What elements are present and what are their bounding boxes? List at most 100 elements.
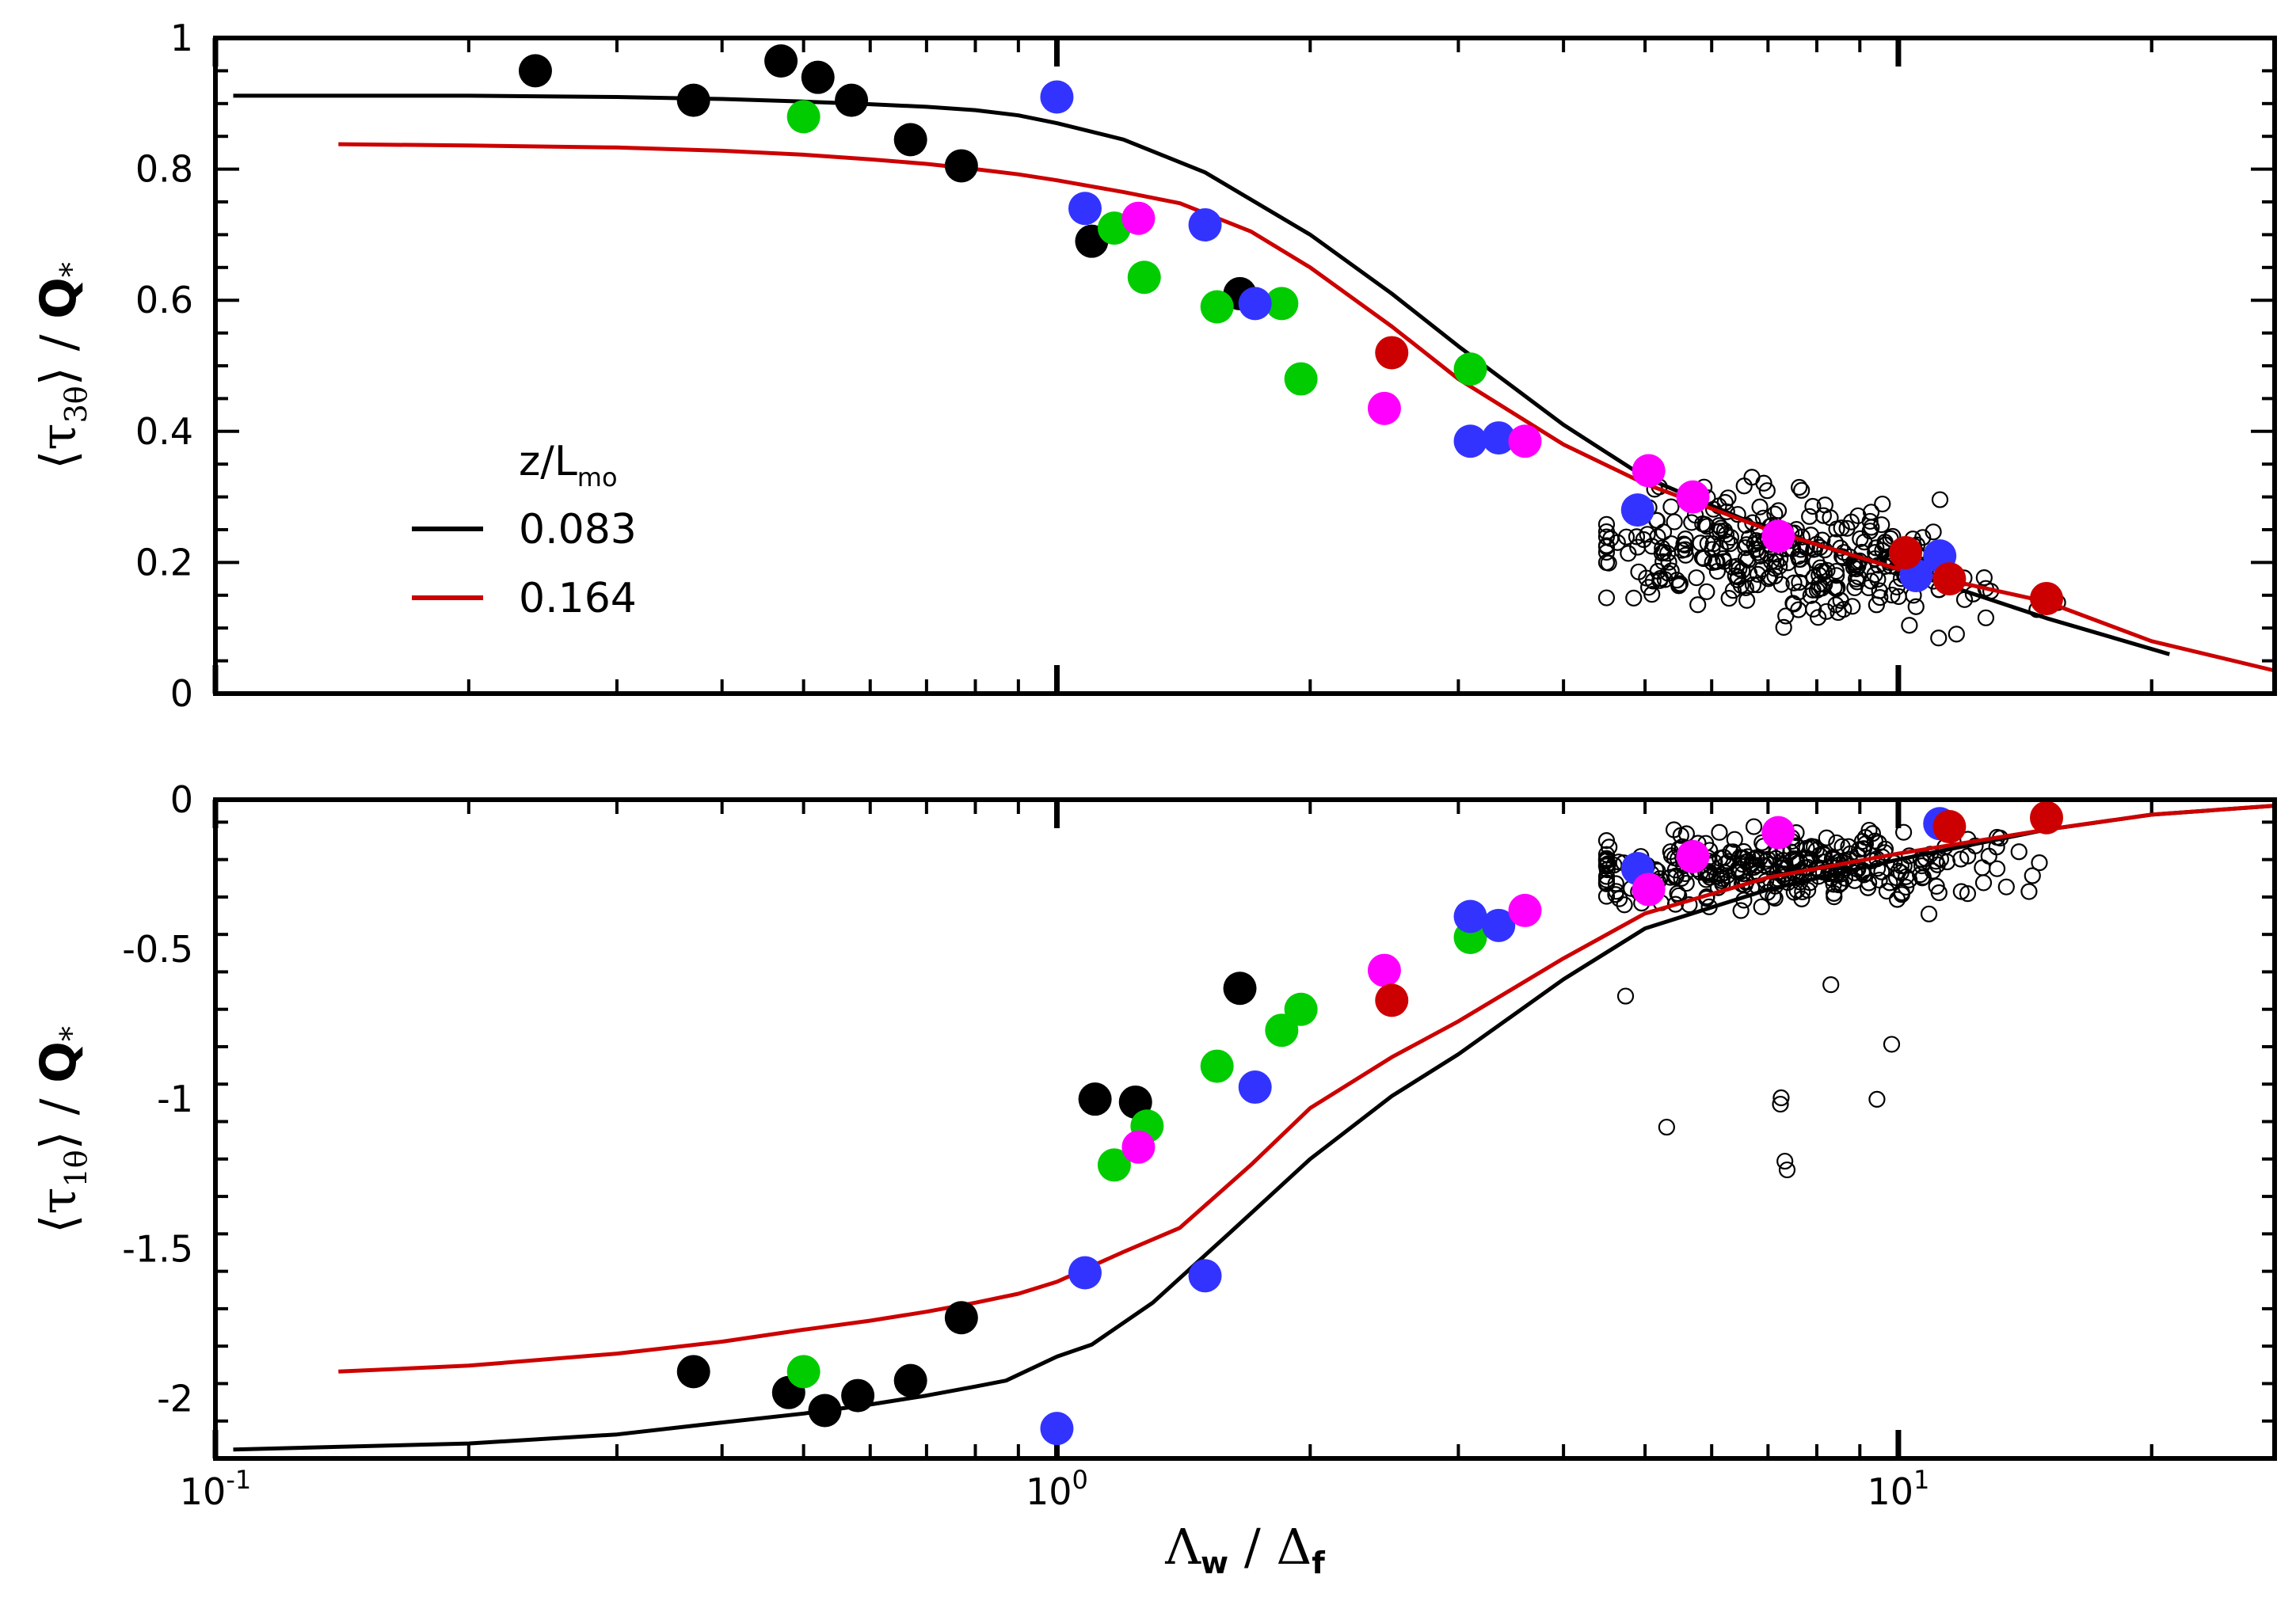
top-open-points: [1597, 469, 2066, 647]
open-data-point: [1745, 818, 1763, 835]
open-data-point: [1914, 529, 1932, 546]
filled-data-point: [801, 60, 835, 94]
open-data-point: [1811, 566, 1828, 584]
y-tick-label: 0.6: [135, 279, 193, 321]
y-tick-label: 1: [170, 17, 193, 59]
open-data-point: [1794, 560, 1811, 578]
open-data-point: [1778, 1161, 1796, 1179]
open-data-point: [1901, 617, 1918, 634]
open-data-point: [1785, 595, 1803, 613]
filled-data-point: [1238, 287, 1272, 321]
open-data-point: [1731, 864, 1749, 881]
open-data-point: [1711, 823, 1728, 841]
open-data-point: [1791, 550, 1809, 568]
open-data-point: [1894, 823, 1913, 841]
filled-data-point: [786, 100, 821, 134]
open-data-point: [1666, 869, 1685, 886]
open-data-point: [1803, 850, 1820, 868]
open-data-point: [1665, 821, 1683, 838]
filled-data-point: [944, 149, 978, 183]
filled-data-point: [1265, 1013, 1299, 1048]
open-data-point: [1930, 629, 1948, 647]
open-data-point: [1798, 839, 1815, 857]
filled-data-point: [1121, 1130, 1156, 1164]
open-data-point: [1907, 598, 1925, 615]
filled-data-point: [1097, 1148, 1131, 1182]
open-data-point: [1827, 562, 1845, 580]
filled-data-point: [676, 83, 710, 117]
open-data-point: [1833, 519, 1850, 537]
open-data-point: [1597, 537, 1616, 554]
open-data-point: [1597, 589, 1616, 606]
open-data-point: [2031, 854, 2048, 872]
open-data-point: [1977, 609, 1995, 626]
open-data-point: [1900, 871, 1918, 888]
open-data-point: [1689, 596, 1707, 614]
open-data-point: [1628, 528, 1646, 546]
open-data-point: [1822, 976, 1840, 994]
open-data-point: [1599, 855, 1616, 873]
top-filled-points: [518, 44, 2064, 615]
open-data-point: [1616, 987, 1635, 1005]
y-tick-label: -2: [157, 1377, 193, 1420]
open-data-point: [1883, 586, 1901, 604]
open-data-point: [1898, 878, 1915, 896]
filled-data-point: [764, 44, 798, 78]
open-data-point: [1676, 536, 1694, 554]
filled-data-point: [1223, 972, 1257, 1006]
open-data-point: [1775, 618, 1792, 636]
bottom-panel: -2 -1.5 -1 -0.5 0 10-1 100 101 ⟨τ1θ⟩ / Q* Λw /…: [29, 778, 2277, 1580]
open-data-point: [1617, 528, 1635, 546]
filled-data-point: [1284, 362, 1318, 396]
x-tick-label: 101: [1867, 1465, 1929, 1513]
open-data-point: [1654, 553, 1672, 570]
top-panel: 0 0.2 0.4 0.6 0.8 1 z/Lmo 0.083 0.164 ⟨τ3θ⟩ /…: [29, 17, 2277, 715]
filled-data-point: [2030, 800, 2064, 835]
open-data-point: [1639, 526, 1656, 543]
open-data-point: [1694, 515, 1712, 533]
open-data-point: [1654, 523, 1673, 541]
y-tick-label: 0.2: [135, 541, 193, 584]
open-data-point: [1597, 832, 1616, 850]
open-data-point: [1739, 848, 1757, 865]
open-data-point: [1625, 589, 1643, 606]
filled-data-point: [1676, 839, 1710, 873]
open-data-point: [1662, 498, 1680, 515]
open-data-point: [1804, 497, 1822, 515]
open-data-point: [1799, 881, 1817, 899]
bottom-open-points: [1597, 818, 2048, 1179]
open-data-point: [2024, 867, 2041, 884]
open-data-point: [1838, 519, 1856, 537]
open-data-point: [1777, 607, 1795, 625]
y-tick-label: -1.5: [122, 1227, 193, 1270]
filled-data-point: [1620, 493, 1654, 527]
filled-data-point: [835, 83, 869, 117]
y-tick-label: 0: [170, 778, 193, 821]
open-data-point: [1737, 579, 1754, 596]
open-data-point: [1828, 567, 1845, 584]
open-data-point: [1775, 852, 1792, 869]
filled-data-point: [1375, 336, 1409, 370]
top-ytick-labels: 0 0.2 0.4 0.6 0.8 1: [135, 17, 193, 715]
open-data-point: [1708, 523, 1726, 541]
filled-data-point: [1453, 352, 1487, 386]
open-data-point: [1688, 569, 1705, 587]
open-data-point: [1861, 512, 1879, 530]
filled-data-point: [1367, 953, 1401, 987]
open-data-point: [1898, 868, 1915, 885]
open-data-point: [1597, 857, 1616, 875]
filled-data-point: [1375, 983, 1409, 1017]
open-data-point: [1868, 1090, 1886, 1108]
filled-data-point: [786, 1355, 821, 1389]
open-data-point: [2020, 883, 2038, 900]
open-data-point: [1712, 519, 1730, 537]
open-data-point: [1597, 874, 1616, 892]
y-tick-label: 0.8: [135, 148, 193, 191]
filled-data-point: [1889, 535, 1923, 569]
open-data-point: [1677, 546, 1694, 564]
open-data-point: [1924, 862, 1941, 880]
open-data-point: [1755, 474, 1772, 492]
series-line-0.164: [338, 804, 2275, 1374]
open-data-point: [1826, 579, 1843, 596]
